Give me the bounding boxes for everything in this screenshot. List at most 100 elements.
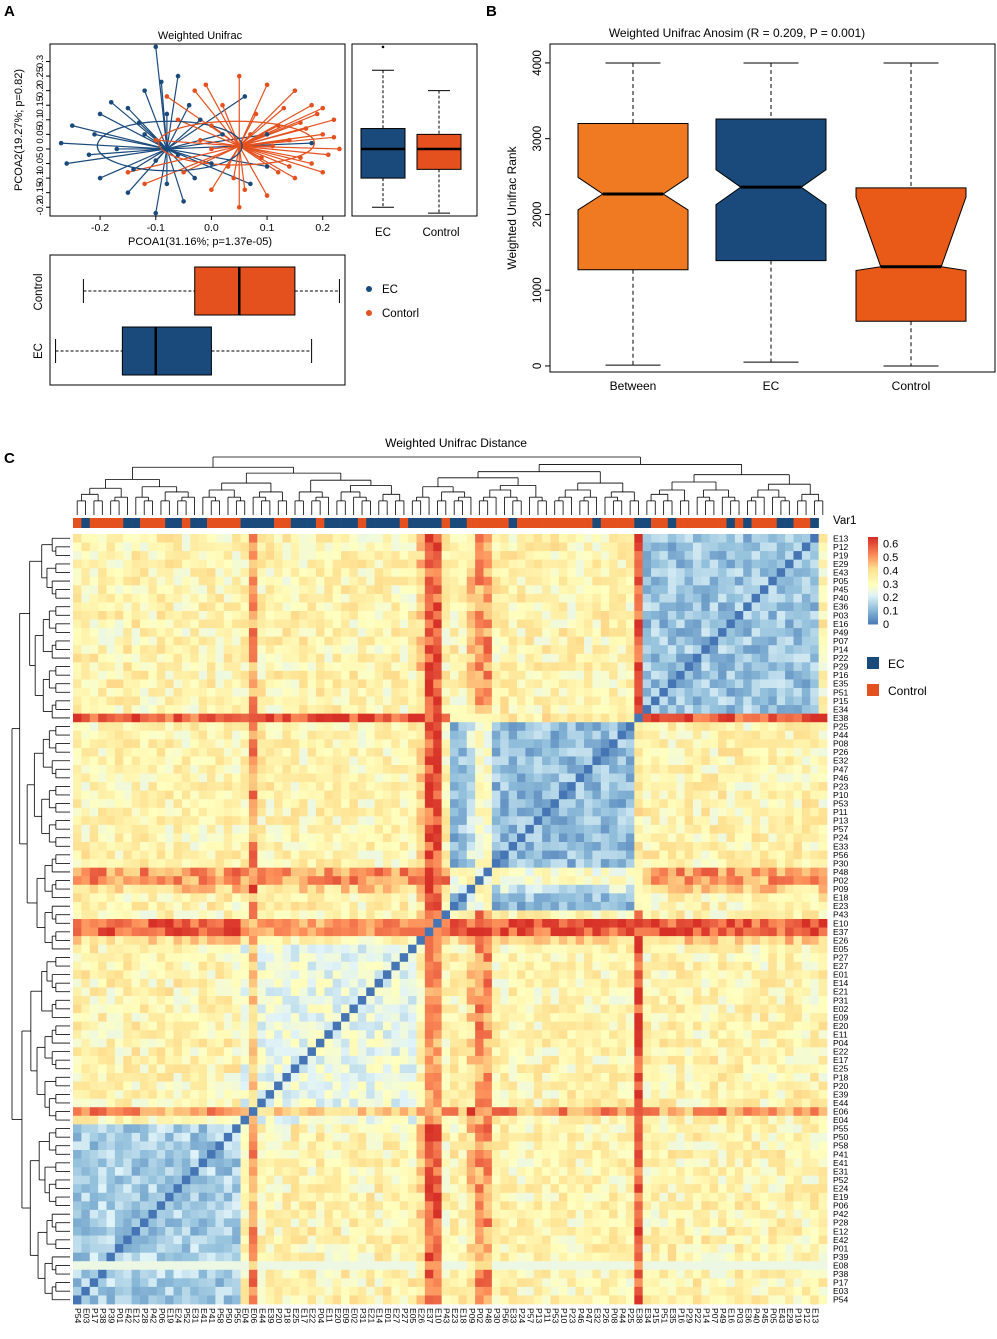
heatmap-cell [684,782,694,792]
heatmap-cell [148,816,158,826]
heatmap-cell [651,534,660,543]
heatmap-cell [181,559,191,569]
annotation-cell [743,518,752,528]
heatmap-cell [257,593,267,603]
heatmap-cell [148,670,158,680]
heatmap-cell [667,611,677,620]
heatmap-cell [508,824,518,834]
heatmap-cell [701,628,711,638]
heatmap-cell [240,765,250,774]
heatmap-cell [609,901,618,911]
heatmap-cell [751,910,761,920]
heatmap-cell [131,884,141,894]
heatmap-cell [357,670,367,680]
heatmap-cell [240,585,250,595]
heatmap-cell [265,628,275,638]
heatmap-cell [232,859,241,869]
point-ec [181,199,186,204]
heatmap-cell [743,696,752,706]
heatmap-cell [751,611,761,620]
heatmap-cell [73,747,82,757]
heatmap-cell [525,551,535,561]
heatmap-cell [341,688,350,697]
heatmap-cell [743,816,752,826]
heatmap-cell [692,688,702,697]
heatmap-cell [575,824,585,834]
heatmap-cell [408,824,417,834]
heatmap-cell [491,568,501,578]
heatmap-cell [299,910,308,920]
heatmap-cell [207,713,216,723]
heatmap-cell [475,534,484,543]
heatmap-cell [181,816,191,826]
heatmap-cell [173,876,183,886]
annotation-cell [466,518,476,528]
heatmap-cell [759,773,769,783]
heatmap-cell [525,799,535,809]
heatmap-cell [450,859,459,869]
heatmap-cell [282,679,292,689]
heatmap-cell [324,807,334,817]
anosim-boxes [577,62,967,367]
heatmap-cell [181,696,191,706]
heatmap-cell [709,782,719,792]
heatmap-cell [98,688,107,697]
heatmap-cell [89,910,99,920]
pcoa2-cat-ec: EC [375,227,391,239]
heatmap-cell [106,824,116,834]
heatmap-cell [131,696,141,706]
heatmap-cell [600,705,610,715]
heatmap-cell [232,645,241,655]
heatmap-cell [600,739,610,749]
heatmap-cell [215,893,225,903]
heatmap-cell [466,636,476,646]
heatmap-cell [282,850,292,860]
heatmap-cell [315,602,325,612]
heatmap-cell [718,551,727,561]
heatmap-cell [441,679,451,689]
heatmap-cell [768,747,778,757]
heatmap-cell [667,782,677,792]
heatmap-cell [341,739,350,749]
heatmap-cell [207,833,216,843]
heatmap-cell [106,585,116,595]
annotation-cell [575,518,585,528]
heatmap-cell [349,782,359,792]
heatmap-cell [332,568,342,578]
heatmap-cell [114,884,124,894]
heatmap-cell [240,602,250,612]
heatmap-cell [307,722,317,732]
heatmap-cell [785,816,794,826]
heatmap-cell [793,824,803,834]
heatmap-cell [173,534,183,543]
heatmap-cell [357,910,367,920]
heatmap-cell [651,645,660,655]
heatmap-cell [441,901,451,911]
heatmap-cell [684,730,694,740]
heatmap-cell [307,765,317,774]
heatmap-cell [558,765,568,774]
heatmap-cell [416,910,426,920]
heatmap-cell [89,705,99,715]
heatmap-cell [433,619,443,629]
heatmap-cell [466,833,476,843]
heatmap-cell [508,867,518,877]
heatmap-cell [290,636,300,646]
spoke-ec [61,142,167,150]
heatmap-cell [290,653,300,663]
heatmap-cell [483,765,493,774]
heatmap-cell [123,747,133,757]
heatmap-cell [324,628,334,638]
heatmap-cell [525,816,535,826]
heatmap-cell [349,696,359,706]
heatmap-cell [634,576,644,586]
heatmap-cell [399,842,409,851]
heatmap-cell [399,893,409,903]
annotation-cell [441,518,451,528]
heatmap-cell [324,585,334,595]
heatmap-cell [391,807,401,817]
heatmap-cell [759,833,769,843]
heatmap-cell [148,662,158,672]
heatmap-cell [558,824,568,834]
heatmap-cell [617,747,627,757]
